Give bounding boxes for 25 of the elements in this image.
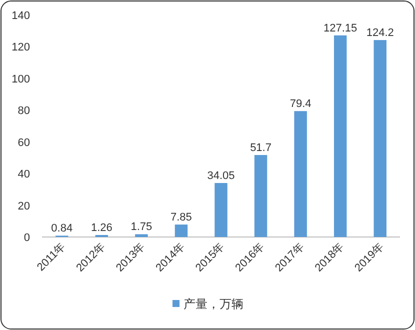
data-label: 7.85 (170, 212, 192, 224)
data-label: 1.26 (90, 222, 112, 234)
bar (294, 111, 307, 237)
y-tick-label: 0 (24, 232, 30, 244)
bar (334, 35, 347, 237)
data-label: 51.7 (250, 142, 272, 154)
y-tick-label: 20 (18, 200, 30, 212)
bar (135, 234, 148, 237)
bar (174, 224, 188, 237)
y-tick-label: 120 (12, 42, 30, 54)
bar (254, 155, 268, 237)
data-label: 124.2 (366, 27, 394, 40)
data-label: 79.4 (290, 98, 312, 110)
y-tick-label: 100 (12, 73, 30, 86)
y-tick-label: 140 (12, 10, 30, 22)
y-tick-label: 60 (18, 136, 30, 149)
data-label: 0.84 (51, 222, 73, 235)
y-tick-label: 80 (18, 105, 30, 118)
bar (374, 40, 386, 237)
bar (214, 183, 228, 237)
legend-label: 产量，万辆 (184, 297, 244, 311)
y-tick-label: 40 (18, 168, 30, 181)
data-label: 34.05 (207, 170, 235, 182)
data-label: 127.15 (324, 22, 358, 34)
data-label: 1.75 (130, 221, 152, 234)
